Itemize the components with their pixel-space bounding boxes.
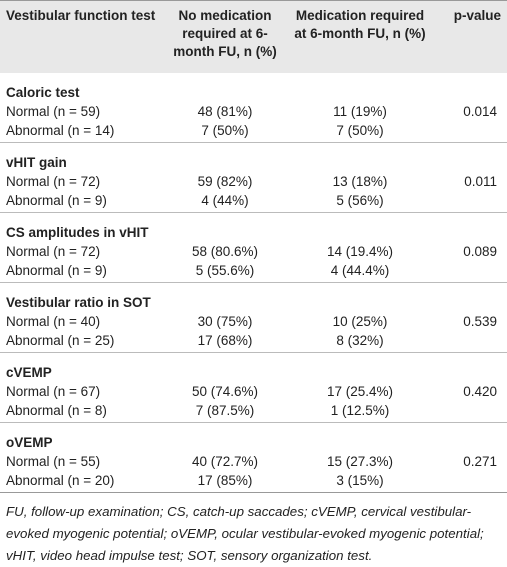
empty-cell [435, 471, 507, 493]
p-value: 0.089 [463, 244, 497, 259]
data-row: Normal (n = 67) 50 (74.6%) 17 (25.4%) 0.420 [0, 382, 507, 401]
cell-value: 17 (68%) [197, 333, 253, 348]
row-label: Abnormal (n = 9) [6, 263, 107, 278]
p-value: 0.014 [463, 104, 497, 119]
cell-value: 7 (50%) [336, 123, 384, 138]
group-title: Vestibular ratio in SOT [0, 282, 507, 312]
footnote: FU, follow-up examination; CS, catch-up … [6, 504, 484, 563]
row-label: Normal (n = 67) [6, 384, 101, 399]
table-body: Caloric test Normal (n = 59) 48 (81%) 11 (1… [0, 73, 507, 493]
cell-value: 17 (85%) [197, 473, 253, 488]
p-value: 0.271 [463, 454, 497, 469]
row-label: Normal (n = 59) [6, 104, 101, 119]
row-label: Abnormal (n = 9) [6, 193, 107, 208]
row-label: Abnormal (n = 20) [6, 473, 115, 488]
cell-value: 30 (75%) [197, 314, 253, 329]
row-label: Normal (n = 55) [6, 454, 101, 469]
cell-value: 10 (25%) [332, 314, 388, 329]
cell-value: 1 (12.5%) [330, 403, 390, 418]
group-title: vHIT gain [0, 142, 507, 172]
row-label: Normal (n = 72) [6, 174, 101, 189]
empty-cell [435, 331, 507, 353]
cell-value: 17 (25.4%) [326, 384, 394, 399]
empty-cell [435, 121, 507, 143]
p-value: 0.539 [463, 314, 497, 329]
p-value: 0.420 [463, 384, 497, 399]
group-title: oVEMP [0, 422, 507, 452]
data-row: Normal (n = 72) 59 (82%) 13 (18%) 0.011 [0, 172, 507, 191]
cell-value: 48 (81%) [197, 104, 253, 119]
group-title: Caloric test [6, 85, 80, 100]
group-title-row: CS amplitudes in vHIT [0, 212, 507, 242]
results-table: Vestibular function test No medication re… [0, 0, 507, 493]
group-title-row: vHIT gain [0, 142, 507, 172]
data-row: Abnormal (n = 9) 5 (55.6%) 4 (44.4%) [0, 261, 507, 283]
cell-value: 13 (18%) [332, 174, 388, 189]
column-header: No medication required at 6-month FU, n … [165, 0, 285, 73]
row-label: Abnormal (n = 25) [6, 333, 115, 348]
cell-value: 7 (87.5%) [195, 403, 255, 418]
cell-value: 5 (56%) [336, 193, 384, 208]
group-title: cVEMP [0, 352, 507, 382]
data-row: Abnormal (n = 14) 7 (50%) 7 (50%) [0, 121, 507, 143]
cell-value: 58 (80.6%) [191, 244, 259, 259]
column-header: Vestibular function test [0, 0, 165, 73]
cell-value: 8 (32%) [336, 333, 384, 348]
row-label: Abnormal (n = 8) [6, 403, 107, 418]
cell-value: 59 (82%) [197, 174, 253, 189]
data-row: Normal (n = 59) 48 (81%) 11 (19%) 0.014 [0, 102, 507, 121]
data-row: Normal (n = 40) 30 (75%) 10 (25%) 0.539 [0, 312, 507, 331]
column-header: p-value [435, 0, 507, 73]
empty-cell [435, 191, 507, 213]
header-row: Vestibular function test No medication re… [0, 0, 507, 73]
cell-value: 15 (27.3%) [326, 454, 394, 469]
empty-cell [435, 401, 507, 423]
row-label: Normal (n = 40) [6, 314, 101, 329]
table-header: Vestibular function test No medication re… [0, 0, 507, 73]
empty-cell [435, 261, 507, 283]
cell-value: 5 (55.6%) [195, 263, 255, 278]
cell-value: 4 (44.4%) [330, 263, 390, 278]
group-title-row: oVEMP [0, 422, 507, 452]
cell-value: 40 (72.7%) [191, 454, 259, 469]
cell-value: 4 (44%) [201, 193, 249, 208]
p-value: 0.011 [464, 174, 497, 189]
group-title-row: cVEMP [0, 352, 507, 382]
row-label: Abnormal (n = 14) [6, 123, 115, 138]
cell-value: 11 (19%) [333, 104, 387, 119]
cell-value: 7 (50%) [201, 123, 249, 138]
group-title: CS amplitudes in vHIT [0, 212, 507, 242]
data-row: Normal (n = 72) 58 (80.6%) 14 (19.4%) 0.089 [0, 242, 507, 261]
data-row: Normal (n = 55) 40 (72.7%) 15 (27.3%) 0.271 [0, 452, 507, 471]
cell-value: 3 (15%) [336, 473, 384, 488]
data-row: Abnormal (n = 9) 4 (44%) 5 (56%) [0, 191, 507, 213]
row-label: Normal (n = 72) [6, 244, 101, 259]
group-title-row: Caloric test [0, 73, 507, 102]
cell-value: 14 (19.4%) [326, 244, 394, 259]
cell-value: 50 (74.6%) [191, 384, 259, 399]
data-row: Abnormal (n = 20) 17 (85%) 3 (15%) [0, 471, 507, 493]
data-row: Abnormal (n = 25) 17 (68%) 8 (32%) [0, 331, 507, 353]
group-title-row: Vestibular ratio in SOT [0, 282, 507, 312]
column-header: Medication required at 6-month FU, n (%) [285, 0, 435, 73]
data-row: Abnormal (n = 8) 7 (87.5%) 1 (12.5%) [0, 401, 507, 423]
